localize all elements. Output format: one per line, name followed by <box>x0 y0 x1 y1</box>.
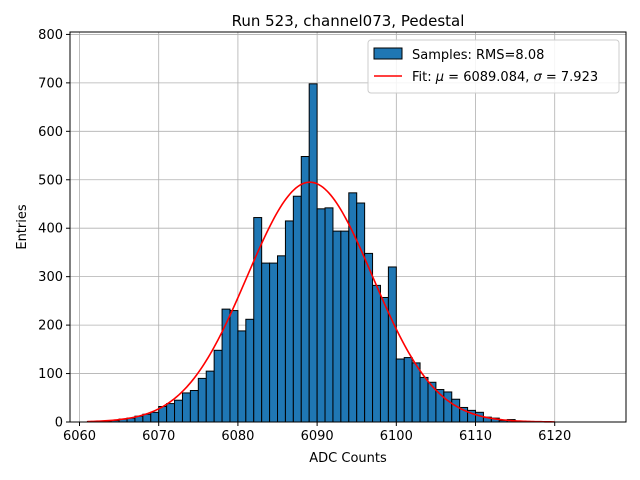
legend-fit-label: Fit: μ = 6089.084, σ = 7.923 <box>412 70 598 85</box>
y-tick-label: 200 <box>38 319 63 334</box>
legend-fit-mu-value: = 6089.084, <box>444 70 533 85</box>
x-axis-label: ADC Counts <box>309 451 387 466</box>
legend-fit-mu-symbol: μ <box>435 70 444 85</box>
histogram-bar <box>213 349 223 423</box>
histogram-bar <box>237 330 247 423</box>
histogram-bar <box>308 83 318 423</box>
y-tick-label: 300 <box>38 270 63 285</box>
histogram-bars <box>86 83 548 423</box>
histogram-bar <box>300 156 310 423</box>
histogram-bar <box>332 230 342 423</box>
plot-frame <box>69 31 627 423</box>
histogram-bar <box>443 391 453 423</box>
x-tick-label: 6100 <box>380 429 413 444</box>
histogram-bar <box>387 266 397 423</box>
legend: Samples: RMS=8.08 Fit: μ = 6089.084, σ =… <box>367 39 620 94</box>
histogram-bar <box>316 208 326 423</box>
x-axis: 6060 6070 6080 6090 6100 6110 6120 <box>63 422 571 444</box>
histogram-bar <box>284 220 294 423</box>
y-axis: 0 100 200 300 400 500 600 700 800 <box>38 28 70 431</box>
y-tick-label: 400 <box>38 222 63 237</box>
histogram-bar <box>340 230 350 423</box>
histogram-bar <box>372 284 381 423</box>
y-tick-label: 700 <box>38 76 63 91</box>
legend-frame <box>367 39 620 94</box>
histogram-bar <box>221 308 231 423</box>
histogram-bar <box>277 255 286 423</box>
histogram-bar <box>292 195 302 423</box>
y-tick-label: 500 <box>38 173 63 188</box>
y-tick-label: 800 <box>38 28 63 43</box>
x-tick-label: 6120 <box>538 429 571 444</box>
x-tick-label: 6080 <box>221 429 254 444</box>
histogram-bar <box>411 362 421 423</box>
histogram-bar <box>269 262 279 423</box>
legend-fit-sigma-value: = 7.923 <box>542 70 598 85</box>
histogram-bar <box>403 357 413 423</box>
histogram-bar <box>324 207 334 423</box>
histogram-bar <box>181 392 191 423</box>
histogram-bar <box>379 296 389 423</box>
x-tick-label: 6110 <box>459 429 492 444</box>
histogram-bar <box>229 310 239 423</box>
histogram-bar <box>395 358 405 423</box>
fit-curve <box>87 181 555 423</box>
legend-fit-sigma-symbol: σ <box>534 70 543 85</box>
histogram-bar <box>174 399 183 423</box>
histogram-bar <box>356 202 366 423</box>
y-tick-label: 100 <box>38 367 63 382</box>
x-tick-label: 6070 <box>142 429 175 444</box>
y-tick-label: 0 <box>55 416 63 431</box>
y-axis-label: Entries <box>15 204 30 250</box>
histogram-bar <box>197 377 207 423</box>
legend-hist-swatch <box>373 47 403 60</box>
legend-fit-prefix: Fit: <box>412 70 436 85</box>
y-tick-label: 600 <box>38 125 63 140</box>
histogram-bar <box>150 411 160 423</box>
histogram-bar <box>166 403 176 423</box>
histogram-bar <box>261 262 271 423</box>
histogram-bar <box>253 217 263 423</box>
histogram-bar <box>419 376 429 423</box>
histogram-bar <box>189 390 199 423</box>
histogram-bar <box>245 318 255 423</box>
histogram-bar <box>364 252 374 423</box>
histogram-bar <box>451 398 461 423</box>
x-tick-label: 6090 <box>301 429 334 444</box>
legend-hist-label: Samples: RMS=8.08 <box>412 48 544 63</box>
x-tick-label: 6060 <box>63 429 96 444</box>
histogram-bar <box>205 370 215 423</box>
chart-title: Run 523, channel073, Pedestal <box>232 12 465 30</box>
